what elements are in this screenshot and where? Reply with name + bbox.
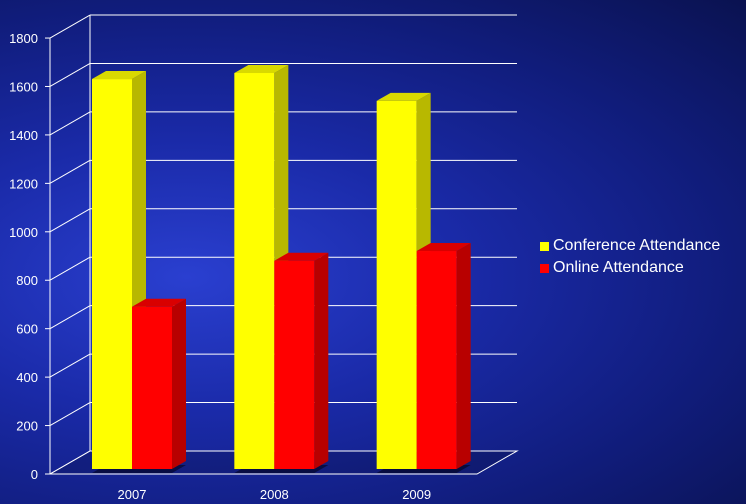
gridline-diagonal bbox=[49, 111, 91, 136]
legend-label-online: Online Attendance bbox=[553, 259, 684, 276]
y-tick-label: 200 bbox=[16, 419, 38, 434]
bar-side bbox=[172, 298, 186, 469]
bar-conference-2007 bbox=[92, 79, 132, 470]
bar-online-2007 bbox=[132, 306, 172, 469]
bar-conference-2008 bbox=[234, 73, 275, 470]
x-tick-label: 2008 bbox=[260, 487, 289, 502]
gridline-diagonal bbox=[49, 353, 91, 378]
y-tick-label: 1000 bbox=[9, 225, 38, 240]
bar-top bbox=[234, 65, 289, 74]
y-tick-label: 800 bbox=[16, 273, 38, 288]
bar-top bbox=[376, 92, 431, 101]
x-tick-label: 2007 bbox=[118, 487, 147, 502]
gridline-diagonal bbox=[49, 63, 91, 87]
legend: Conference Attendance Online Attendance bbox=[540, 235, 720, 279]
y-tick-label: 600 bbox=[16, 322, 38, 337]
bar-top bbox=[274, 252, 329, 261]
bar-online-2009 bbox=[416, 251, 457, 469]
gridline-diagonal bbox=[49, 159, 91, 184]
gridline-diagonal bbox=[49, 14, 91, 39]
gridline-diagonal bbox=[49, 305, 91, 330]
legend-swatch-conference bbox=[540, 241, 549, 251]
y-tick-label: 1400 bbox=[9, 128, 38, 143]
gridline-diagonal bbox=[49, 256, 91, 281]
bar-top bbox=[92, 71, 146, 80]
bars bbox=[92, 65, 471, 473]
legend-label-conference: Conference Attendance bbox=[553, 237, 721, 254]
bar-top bbox=[416, 243, 471, 252]
bar-side bbox=[314, 252, 329, 469]
bar-side bbox=[456, 243, 471, 469]
y-tick-label: 400 bbox=[16, 370, 38, 385]
bar-top bbox=[132, 298, 186, 307]
bar-online-2008 bbox=[274, 260, 315, 469]
y-tick-label: 0 bbox=[31, 467, 38, 482]
y-tick-label: 1200 bbox=[9, 176, 38, 191]
bar-conference-2009 bbox=[376, 100, 417, 469]
x-tick-label: 2009 bbox=[402, 487, 431, 502]
gridline-diagonal bbox=[49, 450, 91, 475]
legend-item-conference: Conference Attendance bbox=[540, 235, 720, 257]
y-axis bbox=[45, 15, 91, 475]
legend-swatch-online bbox=[540, 263, 549, 273]
y-tick-label: 1800 bbox=[9, 31, 38, 46]
y-tick-labels: 0 200 400 600 800 1000 1200 1400 1600 1800 bbox=[9, 31, 38, 482]
y-tick-label: 1600 bbox=[9, 79, 38, 94]
x-tick-labels: 2007 2008 2009 bbox=[118, 487, 432, 502]
legend-item-online: Online Attendance bbox=[540, 257, 720, 279]
gridline-diagonal bbox=[49, 402, 91, 426]
gridline-diagonal bbox=[49, 208, 91, 233]
